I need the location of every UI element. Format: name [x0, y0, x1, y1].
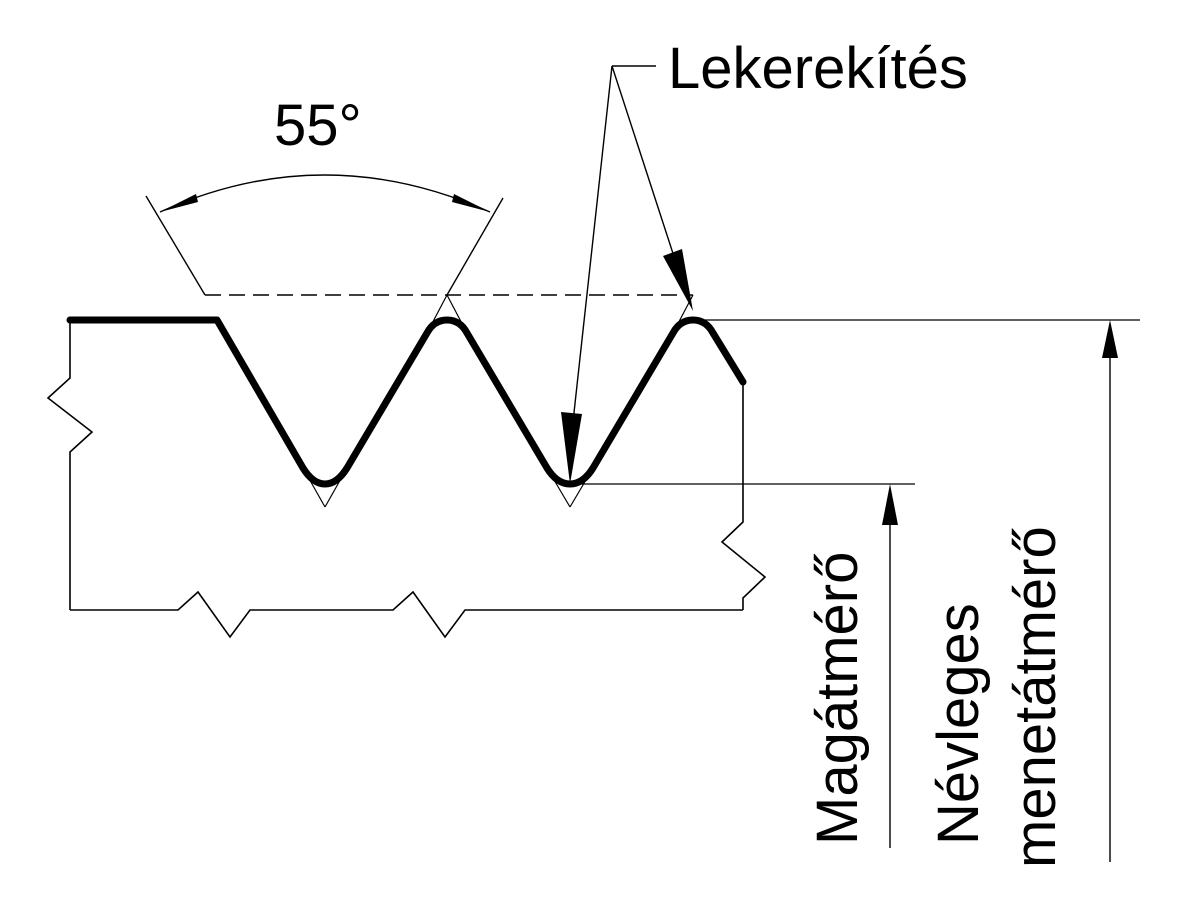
angle-extension-left [145, 195, 206, 296]
angle-arrow-left [160, 194, 198, 212]
minor-diameter-label: Magátmérő [805, 552, 870, 845]
nominal-diameter-label-line1: Névleges [926, 603, 991, 845]
angle-extension-right [446, 197, 504, 296]
leader-to-root [570, 65, 613, 441]
bottom-break-edge [70, 590, 743, 639]
nominal-diameter-label-line2: menetátmérő [1003, 526, 1068, 868]
angle-arrow-right [452, 194, 490, 212]
rounding-leaders [570, 65, 681, 441]
rounding-label: Lekerekítés [668, 36, 968, 101]
nominal-diameter-arrow [1102, 320, 1118, 358]
angle-arc [159, 174, 491, 213]
leader-arrow-root [561, 412, 582, 484]
leader-to-crest [611, 65, 681, 276]
diameter-extension-lines [575, 319, 1140, 485]
angle-dimension [145, 174, 504, 296]
thread-profile [66, 316, 747, 488]
workpiece-outline [46, 320, 767, 639]
left-break-edge [46, 320, 94, 610]
angle-label: 55° [274, 93, 362, 158]
right-break-edge [720, 382, 767, 610]
minor-diameter-arrow [882, 484, 898, 525]
leader-arrow-crest [663, 249, 693, 311]
